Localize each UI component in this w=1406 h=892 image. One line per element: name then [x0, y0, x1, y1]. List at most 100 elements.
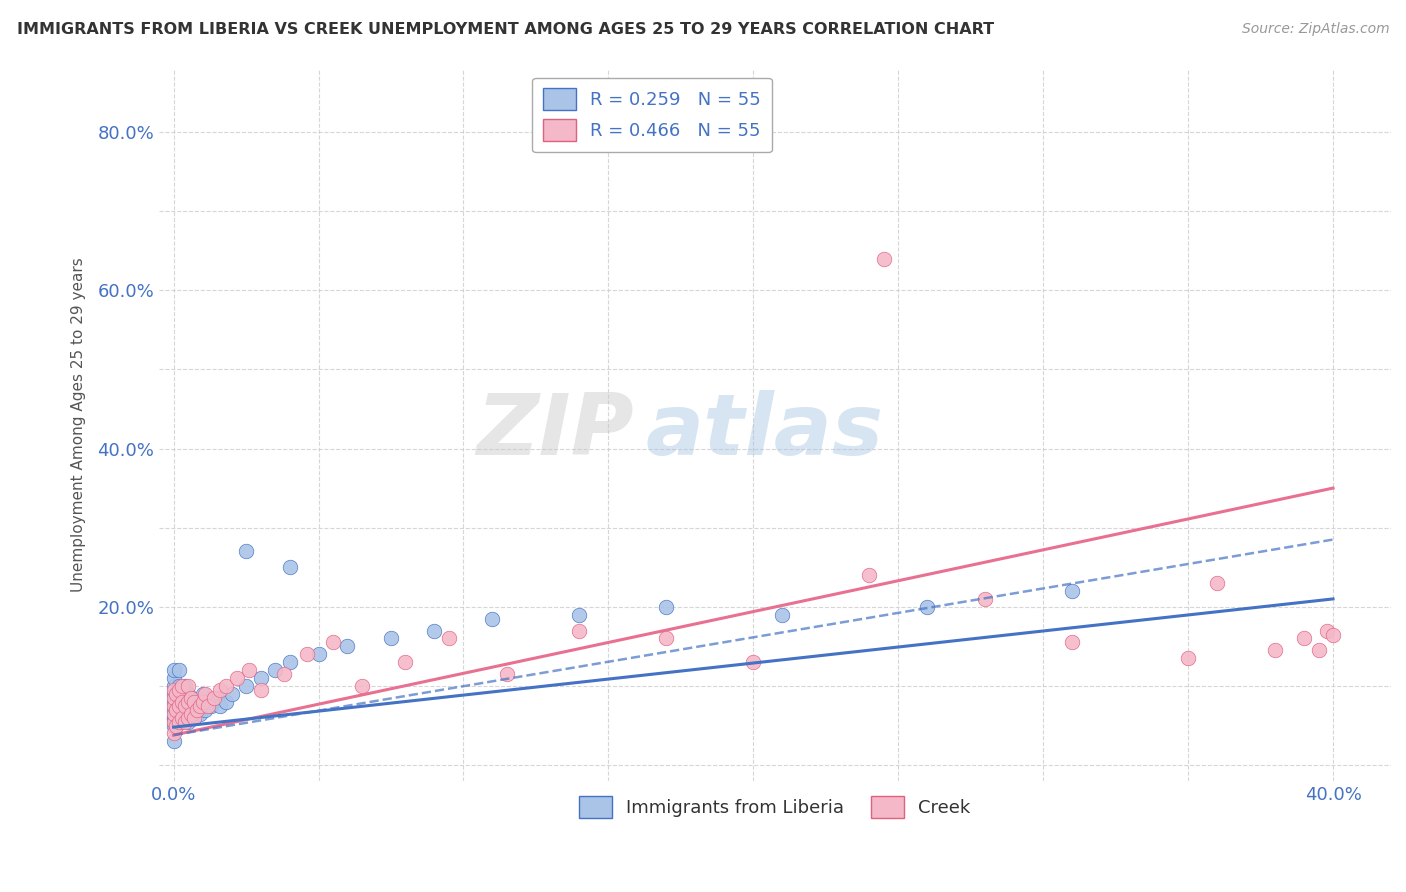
Y-axis label: Unemployment Among Ages 25 to 29 years: Unemployment Among Ages 25 to 29 years [72, 258, 86, 592]
Point [169, 711, 191, 725]
Point [202, 690, 225, 705]
Point [188, 698, 211, 713]
Point [655, 632, 678, 646]
Point [166, 703, 188, 717]
Point [162, 711, 184, 725]
Point [180, 690, 202, 705]
Point [166, 718, 188, 732]
Point [200, 698, 222, 713]
Point [197, 698, 219, 713]
Point [162, 679, 184, 693]
Text: Source: ZipAtlas.com: Source: ZipAtlas.com [1241, 22, 1389, 37]
Point [742, 655, 765, 669]
Point [166, 687, 188, 701]
Point [177, 714, 200, 729]
Point [162, 671, 184, 685]
Point [172, 682, 194, 697]
Point [177, 687, 200, 701]
Point [915, 599, 938, 614]
Point [162, 698, 184, 713]
Point [162, 690, 184, 705]
Point [235, 679, 257, 693]
Point [162, 726, 184, 740]
Point [278, 655, 301, 669]
Point [394, 655, 416, 669]
Point [174, 711, 197, 725]
Point [166, 718, 188, 732]
Point [278, 560, 301, 574]
Point [186, 703, 208, 717]
Point [162, 682, 184, 697]
Point [177, 679, 200, 693]
Point [380, 632, 402, 646]
Point [183, 711, 205, 725]
Point [215, 679, 238, 693]
Point [166, 687, 188, 701]
Point [186, 703, 208, 717]
Point [974, 591, 997, 606]
Point [172, 711, 194, 725]
Point [235, 544, 257, 558]
Point [180, 690, 202, 705]
Point [169, 714, 191, 729]
Point [172, 695, 194, 709]
Point [295, 648, 318, 662]
Point [183, 695, 205, 709]
Point [208, 682, 231, 697]
Point [322, 635, 344, 649]
Point [1264, 643, 1286, 657]
Point [264, 663, 287, 677]
Point [191, 695, 214, 709]
Point [162, 703, 184, 717]
Point [1322, 627, 1344, 641]
Point [873, 252, 896, 266]
Point [437, 632, 460, 646]
Point [188, 706, 211, 721]
Point [177, 695, 200, 709]
Point [162, 695, 184, 709]
Point [1062, 635, 1084, 649]
Point [162, 714, 184, 729]
Point [177, 711, 200, 725]
Point [162, 734, 184, 748]
Text: ZIP: ZIP [475, 391, 633, 474]
Point [162, 663, 184, 677]
Point [249, 682, 271, 697]
Point [183, 711, 205, 725]
Point [226, 671, 249, 685]
Point [770, 607, 793, 622]
Point [162, 687, 184, 701]
Point [172, 714, 194, 729]
Point [169, 695, 191, 709]
Point [208, 698, 231, 713]
Point [174, 698, 197, 713]
Point [162, 711, 184, 725]
Point [481, 612, 503, 626]
Point [215, 695, 238, 709]
Point [221, 687, 243, 701]
Text: IMMIGRANTS FROM LIBERIA VS CREEK UNEMPLOYMENT AMONG AGES 25 TO 29 YEARS CORRELAT: IMMIGRANTS FROM LIBERIA VS CREEK UNEMPLO… [17, 22, 994, 37]
Point [1308, 643, 1330, 657]
Point [1206, 576, 1229, 591]
Point [169, 679, 191, 693]
Legend: Immigrants from Liberia, Creek: Immigrants from Liberia, Creek [572, 789, 979, 825]
Point [172, 679, 194, 693]
Point [858, 568, 880, 582]
Point [162, 706, 184, 721]
Point [191, 698, 214, 713]
Point [172, 698, 194, 713]
Point [350, 679, 373, 693]
Point [655, 599, 678, 614]
Point [249, 671, 271, 685]
Point [568, 624, 591, 638]
Point [174, 714, 197, 729]
Point [423, 624, 446, 638]
Point [169, 682, 191, 697]
Point [174, 679, 197, 693]
Point [336, 640, 359, 654]
Text: atlas: atlas [645, 391, 884, 474]
Point [238, 663, 260, 677]
Point [197, 695, 219, 709]
Point [174, 695, 197, 709]
Point [191, 687, 214, 701]
